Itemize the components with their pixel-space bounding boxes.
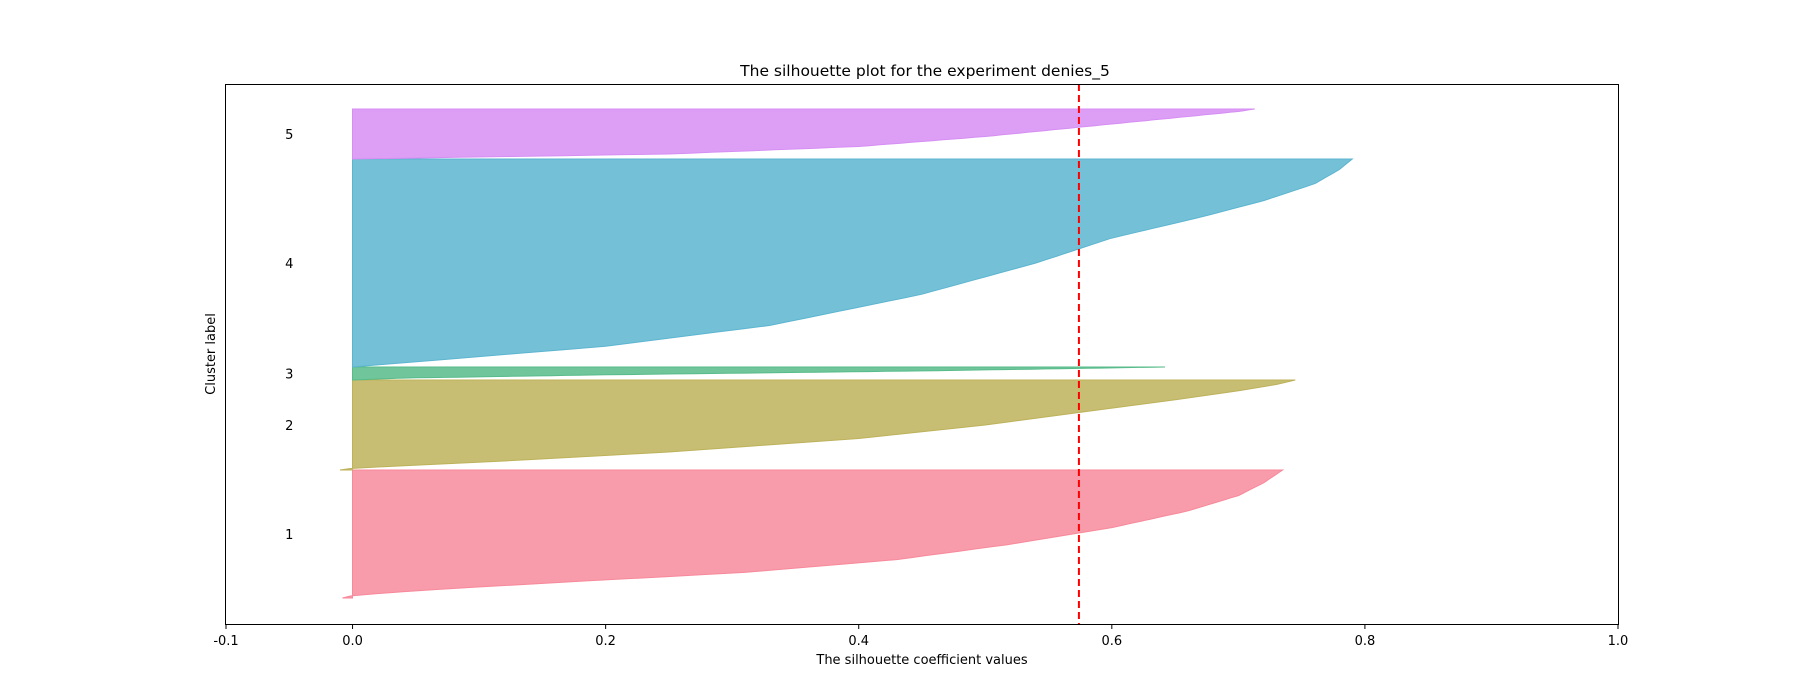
- cluster-3-area: [352, 366, 1166, 381]
- x-tick-label: 0.6: [1101, 634, 1122, 649]
- x-tick-label: -0.1: [213, 634, 238, 649]
- cluster-label-2: 2: [285, 419, 293, 434]
- cluster-label-3: 3: [285, 368, 293, 383]
- x-tick-label: 0.2: [595, 634, 616, 649]
- cluster-label-4: 4: [285, 257, 293, 272]
- cluster-2-area: [339, 379, 1296, 471]
- x-tick-label: 0.8: [1355, 634, 1376, 649]
- x-tick-label: 0.0: [342, 634, 363, 649]
- cluster-labels: 1 2 3 4 5: [285, 128, 293, 543]
- cluster-1-area: [342, 469, 1285, 599]
- cluster-label-5: 5: [285, 128, 293, 143]
- cluster-4-area: [352, 158, 1354, 368]
- x-tick-label: 1.0: [1608, 634, 1629, 649]
- cluster-label-1: 1: [285, 528, 293, 543]
- x-tick-label: 0.4: [848, 634, 869, 649]
- cluster-areas: [339, 108, 1354, 599]
- chart-title: The silhouette plot for the experiment d…: [739, 62, 1110, 81]
- y-axis-label: Cluster label: [204, 313, 219, 395]
- plot-frame: [225, 84, 1619, 625]
- x-axis-ticks: -0.1 0.0 0.2 0.4 0.6 0.8 1.0: [213, 624, 1628, 649]
- x-axis-label: The silhouette coefficient values: [815, 653, 1027, 668]
- cluster-5-area: [352, 108, 1255, 160]
